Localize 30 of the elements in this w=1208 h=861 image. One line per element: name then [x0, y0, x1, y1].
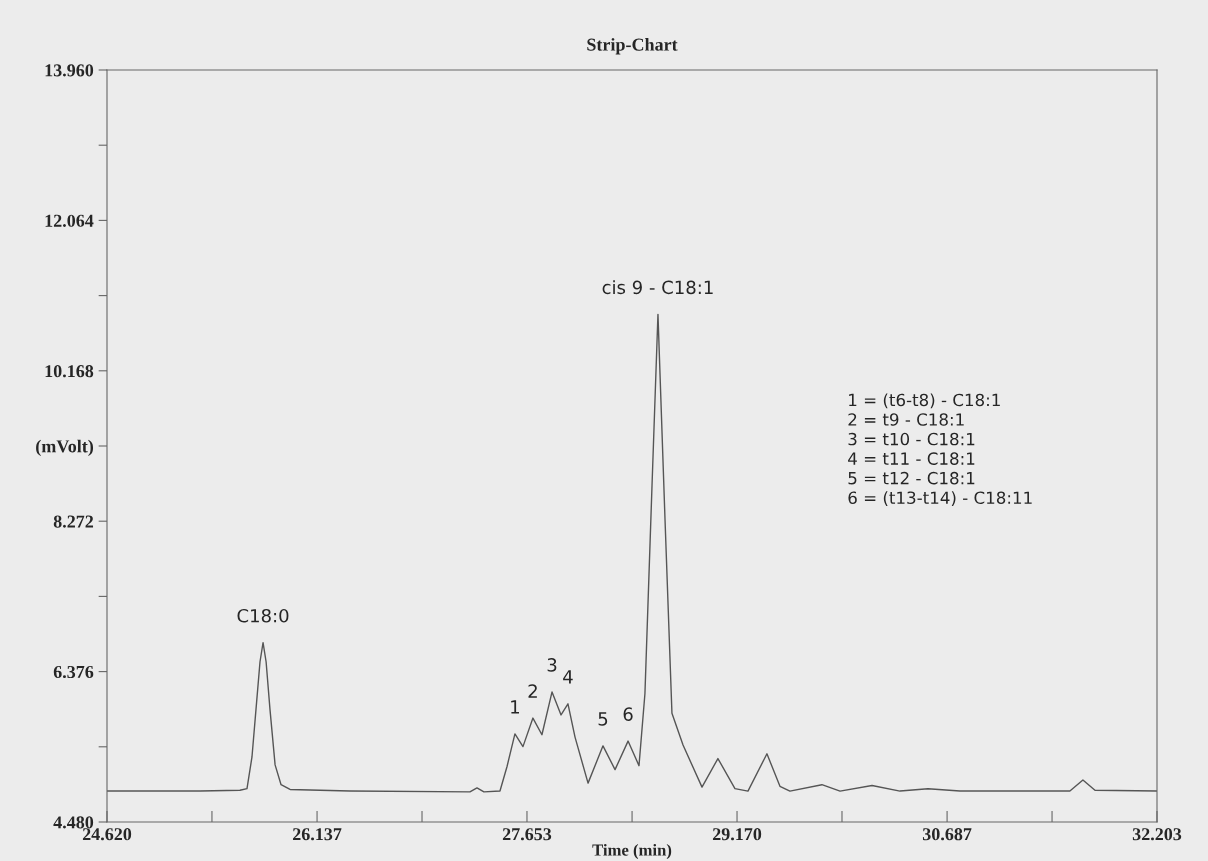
annotation: 1 — [511, 700, 519, 714]
line-series — [107, 313, 1157, 793]
annotation: 5 — [598, 712, 608, 726]
y-tick-label: 12.064 — [45, 214, 94, 227]
x-axis-title: Time (min) — [592, 843, 672, 860]
annotation: 1 = (t6-t8) - C18:1 — [849, 393, 1000, 409]
annotation: 6 = (t13-t14) - C18:11 — [848, 491, 1032, 506]
x-tick-label: 24.620 — [82, 828, 132, 841]
annotation: 4 — [563, 670, 573, 684]
x-tick-label: 26.137 — [292, 828, 342, 841]
y-tick-label: 6.376 — [53, 665, 94, 679]
annotation: cis 9 - C18:1 — [602, 280, 713, 295]
y-tick-label: (mVolt) — [36, 439, 94, 457]
annotation: 2 — [528, 684, 537, 698]
annotation: 6 — [623, 707, 633, 721]
annotation: 5 = t12 - C18:1 — [848, 471, 975, 485]
annotation: 3 — [547, 658, 557, 672]
x-tick-label: 32.203 — [1132, 828, 1182, 841]
annotation: 2 = t9 - C18:1 — [848, 413, 964, 426]
y-tick-label: 8.272 — [53, 515, 94, 528]
x-tick-label: 29.170 — [712, 828, 762, 841]
annotation: 4 = t11 - C18:1 — [848, 452, 975, 465]
annotation: C18:0 — [237, 608, 289, 623]
annotation: 3 = t10 - C18:1 — [848, 432, 975, 446]
chart-title: Strip-Chart — [587, 38, 678, 55]
y-tick-label: 10.168 — [45, 365, 94, 378]
x-tick-label: 30.687 — [922, 828, 972, 841]
y-tick-label: 4.480 — [53, 816, 94, 829]
x-tick-label: 27.653 — [502, 828, 552, 841]
y-tick-label: 13.960 — [45, 64, 94, 77]
